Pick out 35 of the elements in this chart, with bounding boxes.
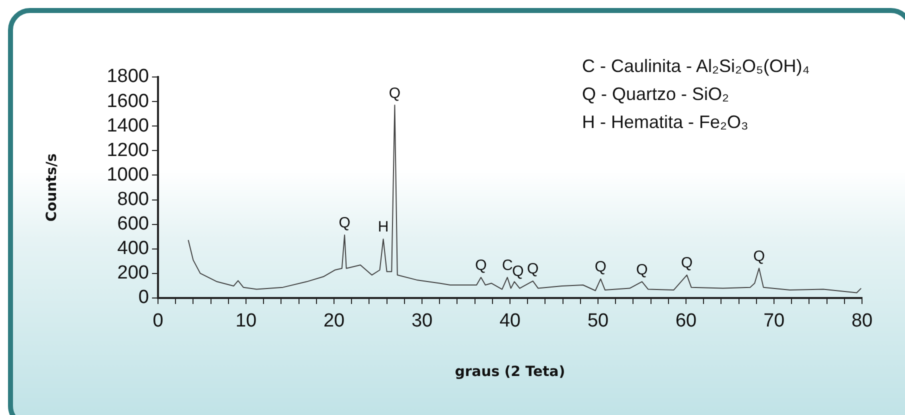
annotation: Q (527, 260, 539, 278)
x-tick-label: 0 (152, 310, 164, 332)
x-tick-label: 70 (763, 310, 785, 332)
annotation: C (502, 257, 513, 274)
y-tick-label: 400 (117, 238, 149, 260)
annotation: H - Hematita - Fe₂O₃ (582, 111, 750, 134)
text: C - Caulinita - Al₂Si₂O₅(OH)₄ (582, 55, 810, 78)
y-axis-title: Counts/s (44, 153, 60, 222)
y-tick-label: 1800 (106, 66, 149, 88)
annotation: Q (753, 248, 765, 265)
annotation: Q (512, 262, 524, 280)
y-tick-label: 600 (117, 214, 149, 235)
annotation: H (378, 218, 389, 236)
annotation: Q (475, 257, 487, 274)
y-tick-label: 1600 (106, 90, 149, 112)
x-axis-title: graus (2 Teta) (454, 364, 566, 380)
y-tick-label: 1400 (106, 115, 149, 136)
x-tick-label: 40 (499, 310, 521, 332)
annotation: Q (681, 254, 693, 272)
annotation: Q (388, 84, 401, 102)
y-tick-label: 1200 (106, 140, 149, 161)
y-tick-label: 800 (117, 189, 149, 210)
y-tick-label: 1000 (106, 164, 149, 186)
annotation: Q (594, 258, 606, 276)
x-tick-label: 20 (323, 310, 345, 332)
y-tick-label: 0 (138, 287, 149, 308)
x-tick-label: 30 (411, 310, 433, 332)
x-tick-label: 10 (235, 310, 257, 332)
x-tick-label: 60 (675, 310, 697, 332)
x-tick-label: 50 (587, 310, 609, 332)
annotation: Q - Quartzo - SiO₂ (582, 83, 730, 106)
annotation: Q (338, 214, 350, 232)
annotation: Q (636, 261, 648, 278)
y-tick-label: 200 (117, 262, 149, 284)
x-tick-label: 80 (851, 310, 873, 332)
